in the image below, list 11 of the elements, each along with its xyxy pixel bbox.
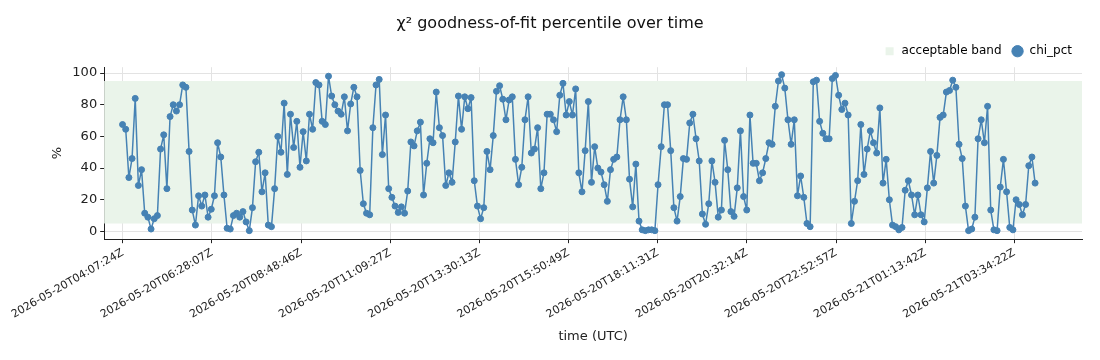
x-axis-title: time (UTC)	[558, 327, 628, 343]
y-tick-label: 80	[80, 96, 98, 112]
legend-label: acceptable band	[901, 43, 1002, 58]
chart-title: χ² goodness-of-fit percentile over time	[396, 12, 704, 32]
y-tick-label: 0	[88, 222, 98, 238]
legend-label: chi_pct	[1029, 43, 1073, 58]
y-tick-label: 100	[72, 64, 98, 80]
y-tick-label: 60	[80, 127, 98, 143]
y-axis-title: %	[48, 147, 64, 160]
y-tick-label: 20	[80, 191, 98, 207]
y-tick-label: 40	[80, 159, 98, 175]
